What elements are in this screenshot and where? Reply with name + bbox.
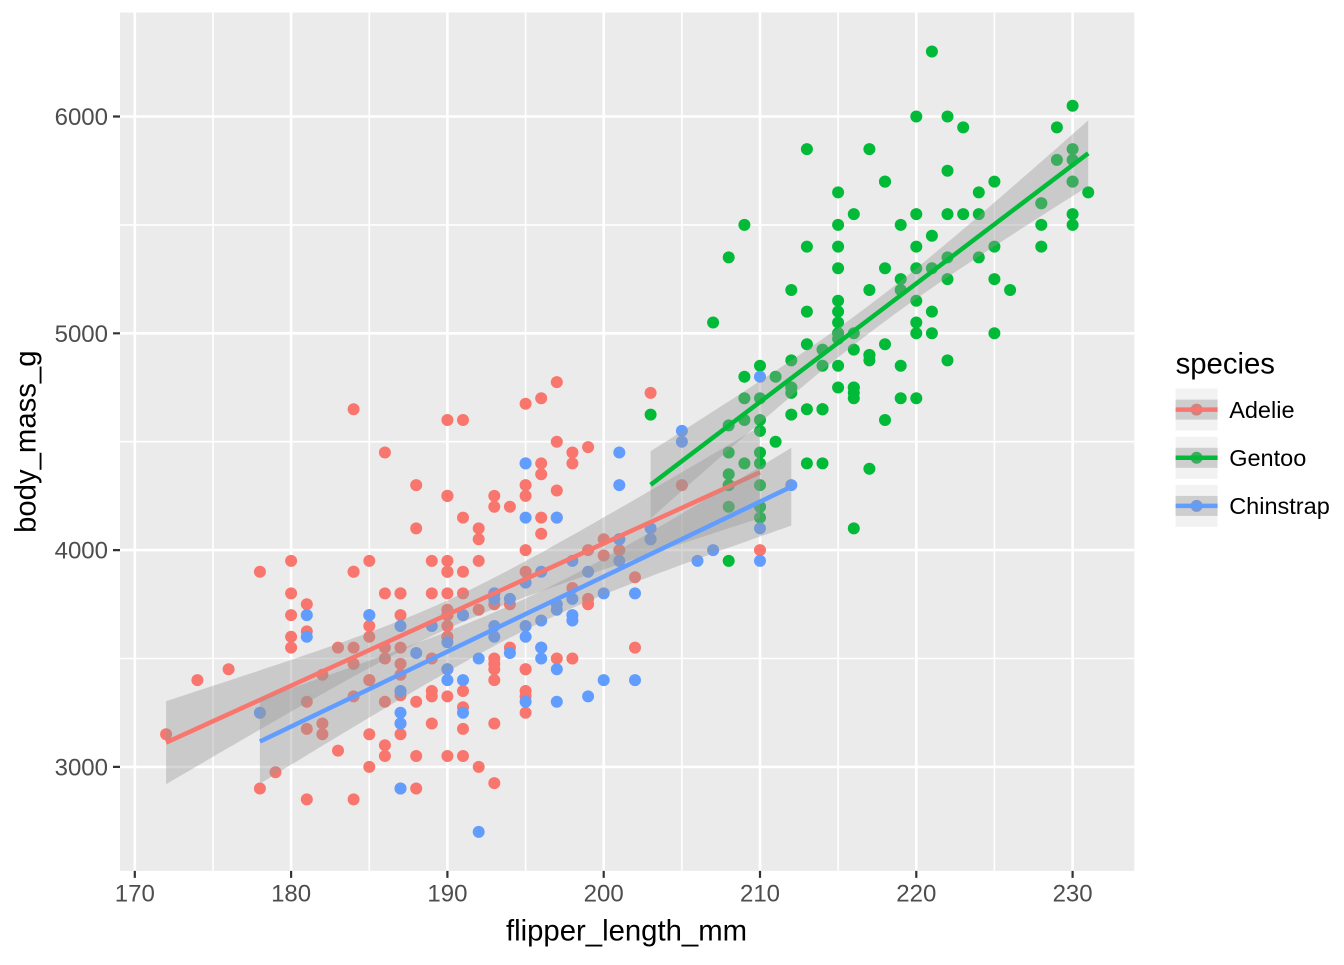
svg-text:3000: 3000	[55, 755, 108, 782]
svg-text:6000: 6000	[55, 104, 108, 131]
svg-text:190: 190	[427, 881, 467, 908]
svg-text:body_mass_g: body_mass_g	[10, 350, 43, 532]
svg-text:200: 200	[584, 881, 624, 908]
svg-text:180: 180	[271, 881, 311, 908]
svg-text:170: 170	[115, 881, 155, 908]
svg-text:5000: 5000	[55, 321, 108, 348]
svg-text:210: 210	[740, 881, 780, 908]
svg-text:Gentoo: Gentoo	[1229, 445, 1306, 471]
svg-text:Chinstrap: Chinstrap	[1229, 493, 1330, 519]
svg-text:220: 220	[896, 881, 936, 908]
svg-text:4000: 4000	[55, 538, 108, 565]
svg-text:species: species	[1176, 348, 1275, 381]
svg-text:flipper_length_mm: flipper_length_mm	[506, 915, 747, 948]
svg-text:Adelie: Adelie	[1229, 397, 1294, 423]
svg-text:230: 230	[1053, 881, 1093, 908]
